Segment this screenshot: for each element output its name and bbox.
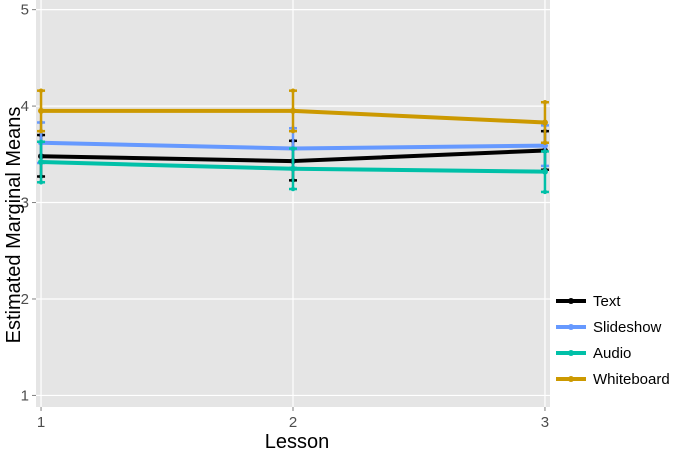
legend-swatch-point [568,298,574,304]
legend-item-whiteboard: Whiteboard [556,371,670,388]
y-tick-label: 5 [21,2,29,19]
y-tick-label: 1 [21,387,29,404]
error-bar-end-point [290,146,296,151]
legend-item-text: Text [556,293,621,310]
x-axis-title: Lesson [265,431,330,450]
series-group [37,88,549,195]
legend-swatch-point [568,324,574,330]
x-tick-label: 1 [37,414,45,431]
y-axis-title: Estimated Marginal Means [3,107,25,344]
data-point [541,119,548,126]
data-point [290,165,296,172]
legend-item-slideshow: Slideshow [556,319,662,336]
data-point [541,168,548,175]
error-bar-end-point [290,128,296,134]
legend-label: Whiteboard [593,371,670,388]
x-tick-label: 2 [289,414,297,431]
data-point [38,159,45,166]
data-point [290,107,296,114]
legend: Text Slideshow Audio Whiteboard [556,293,670,388]
error-bar-end-point [38,88,44,93]
error-bar-end-point [38,128,44,134]
error-bar-end-point [38,139,44,144]
error-bar-end-point [290,186,296,192]
legend-swatch-point [568,376,574,382]
y-tick-label: 2 [21,291,29,308]
legend-swatch-point [568,350,574,356]
error-bar-end-point [38,180,44,185]
data-point [38,107,45,114]
y-tick-label: 4 [21,98,29,115]
error-bar-end-point [542,140,548,145]
legend-label: Text [593,293,621,310]
y-tick-label: 3 [21,195,29,212]
error-bar-end-point [542,100,548,105]
legend-item-audio: Audio [556,345,631,362]
series-whiteboard [37,88,549,145]
series-audio [37,139,549,195]
legend-label: Slideshow [593,319,662,336]
x-axis-ticks: 1 2 3 [37,407,549,431]
y-axis-ticks: 1 2 3 4 5 [21,2,36,404]
error-bar-end-point [290,88,296,93]
grid-lines [36,0,550,407]
legend-label: Audio [593,345,631,362]
error-bar-end-point [542,149,548,154]
error-bar-end-point [542,189,548,195]
x-tick-label: 3 [541,414,549,431]
